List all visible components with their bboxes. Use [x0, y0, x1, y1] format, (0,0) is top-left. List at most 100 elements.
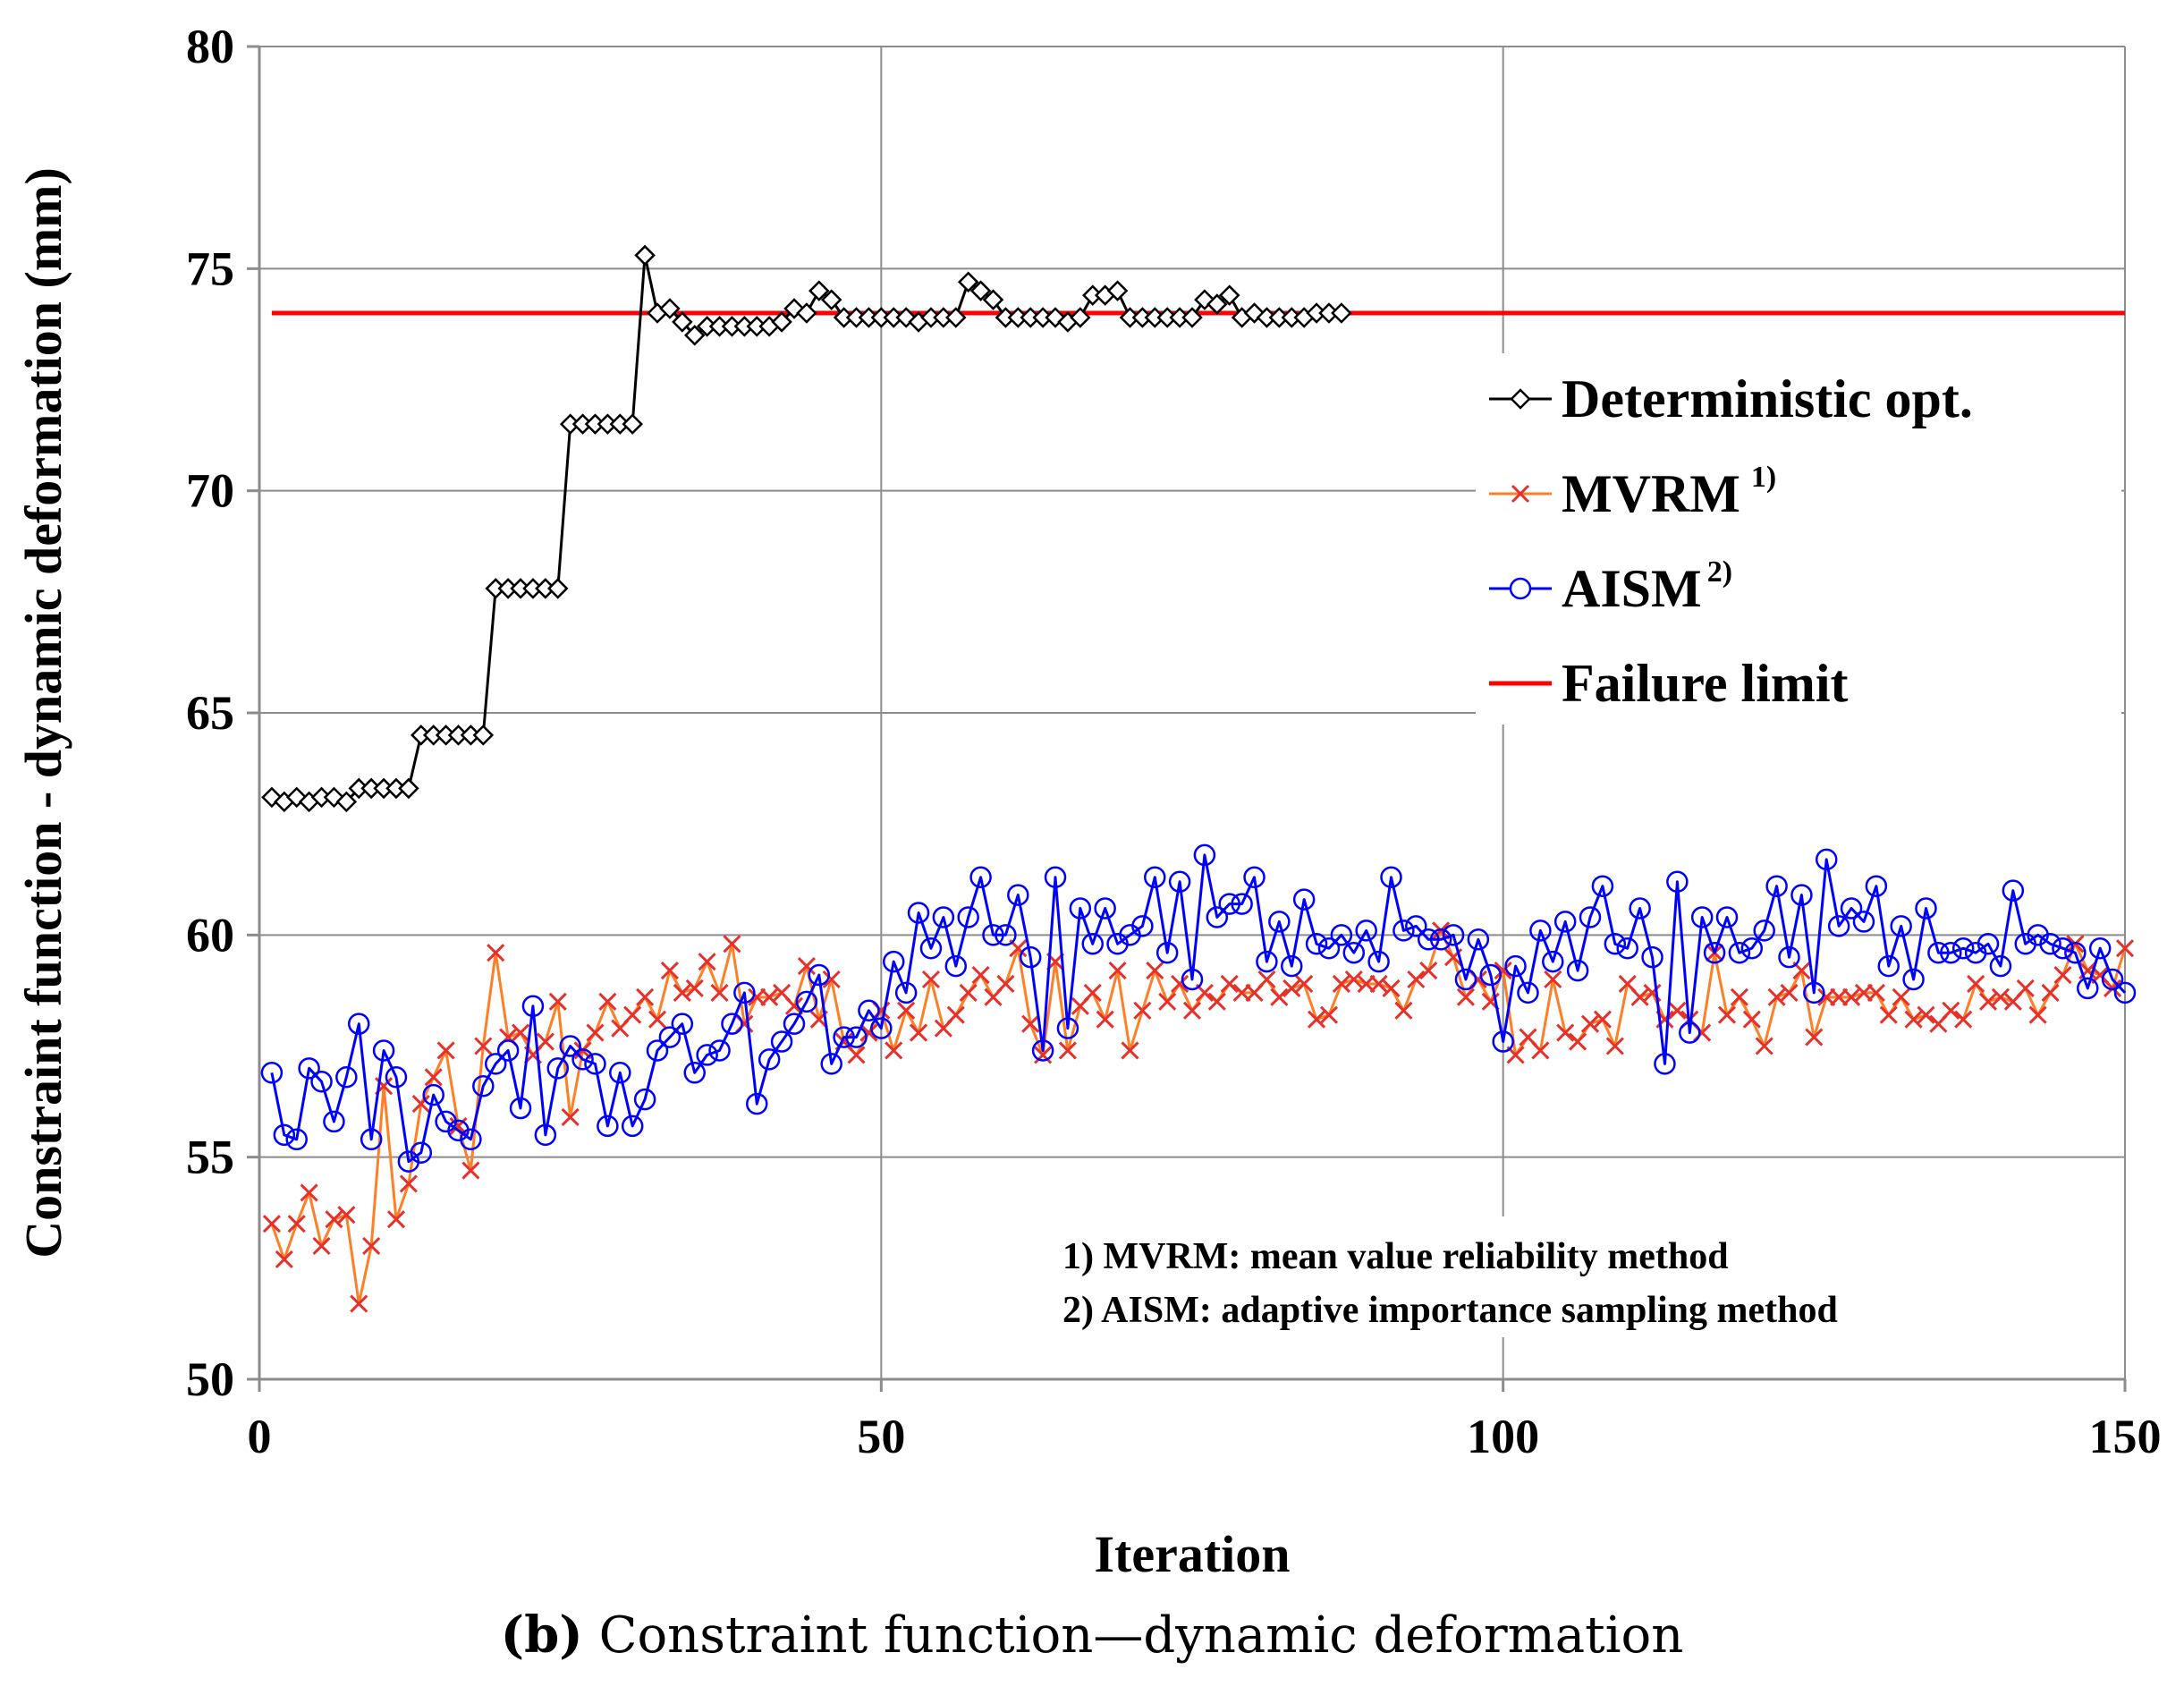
aism-point [1579, 906, 1602, 928]
aism-point [1803, 981, 1825, 1004]
deterministic-point [472, 725, 495, 746]
legend-label-deterministic: Deterministic opt. [1562, 369, 1973, 428]
mvrm-point [1332, 974, 1350, 994]
mvrm-point [1108, 962, 1127, 980]
mvrm-point [586, 1023, 605, 1042]
mvrm-point [399, 1174, 418, 1193]
mvrm-point [1668, 1001, 1687, 1020]
aism-point [1442, 924, 1465, 946]
aism-point [1715, 906, 1739, 928]
aism-point [708, 1039, 731, 1062]
deterministic-point [1218, 284, 1240, 306]
aism-point [733, 981, 756, 1004]
mvrm-point [461, 1161, 480, 1180]
aism-point [621, 1114, 644, 1138]
aism-point [1393, 920, 1415, 942]
deterministic-point [622, 413, 643, 435]
aism-point [1927, 941, 1950, 964]
aism-point [758, 1048, 781, 1071]
deterministic-point [957, 271, 979, 293]
mvrm-point [1282, 979, 1301, 997]
aism-point [1877, 954, 1900, 978]
mvrm-point [946, 1005, 965, 1024]
aism-point [372, 1039, 395, 1062]
aism-point [310, 1070, 333, 1093]
aism-point [509, 1097, 532, 1120]
mvrm-point [287, 1215, 306, 1233]
aism-point [1256, 950, 1278, 973]
aism-point [472, 1074, 495, 1098]
aism-point [2052, 936, 2074, 960]
mvrm-point [325, 1210, 343, 1229]
aism-point [1740, 936, 1764, 960]
aism-point [360, 1128, 383, 1151]
y-axis-title: Constraint function - dynamic deformatio… [14, 167, 72, 1259]
mvrm-point [1083, 983, 1102, 1002]
mvrm-point [784, 996, 804, 1015]
mvrm-point [847, 1046, 866, 1064]
note-mvrm: 1) MVRM: mean value reliability method [1062, 1236, 1729, 1277]
deterministic-point [945, 307, 967, 328]
aism-point [1168, 870, 1191, 893]
legend-label-failure-limit: Failure limit [1562, 654, 1849, 713]
mvrm-point [561, 1107, 580, 1127]
aism-point [546, 1057, 570, 1080]
deterministic-point [634, 244, 656, 267]
aism-point [1641, 945, 1663, 969]
mvrm-point [996, 974, 1015, 994]
deterministic-point [323, 786, 345, 809]
aism-point [1069, 897, 1092, 920]
mvrm-point [1730, 987, 1748, 1006]
aism-point [1454, 968, 1477, 991]
aism-point [1206, 906, 1229, 928]
deterministic-point [335, 791, 358, 813]
aism-point [1852, 911, 1875, 933]
mvrm-point [424, 1068, 443, 1087]
deterministic-point [895, 307, 917, 328]
mvrm-point [2041, 983, 2060, 1002]
aism-point [1094, 897, 1116, 920]
y-tick-label: 60 [186, 908, 234, 962]
aism-point [1367, 950, 1390, 973]
aism-point [559, 1035, 581, 1057]
deterministic-point [659, 298, 681, 319]
aism-point [2113, 981, 2137, 1004]
mvrm-point [1494, 962, 1512, 980]
x-tick-label: 100 [1467, 1410, 1539, 1463]
caption-label: (b) [500, 1606, 583, 1665]
notes-box [1046, 1216, 2111, 1337]
aism-point [534, 1123, 557, 1147]
aism-point [1566, 959, 1589, 982]
mvrm-point [1967, 974, 1985, 994]
aism-point [1268, 911, 1291, 933]
mvrm-point [648, 1010, 667, 1029]
aism-point [2002, 879, 2025, 902]
deterministic-point [1206, 293, 1228, 315]
mvrm-point [1171, 974, 1189, 994]
mvrm-point [1369, 974, 1388, 994]
y-tick-label: 75 [186, 242, 234, 295]
aism-point [571, 1048, 594, 1071]
aism-point [1666, 870, 1689, 893]
aism-point [1342, 941, 1366, 964]
aism-point [1728, 941, 1751, 964]
aism-point [944, 954, 968, 978]
aism-point [1951, 936, 1975, 960]
mvrm-point [1220, 974, 1239, 994]
aism-point [932, 906, 955, 928]
aism-point [285, 1128, 308, 1151]
aism-point [1292, 888, 1316, 911]
deterministic-series [261, 244, 1352, 813]
mvrm-point [1755, 1037, 1773, 1055]
mvrm-point [1308, 1010, 1326, 1029]
aism-point [1467, 928, 1490, 951]
aism-point [1429, 928, 1452, 951]
mvrm-point [1207, 992, 1226, 1011]
mvrm-point [1630, 987, 1649, 1006]
aism-point [1479, 963, 1503, 987]
aism-series [260, 843, 2137, 1173]
mvrm-series [262, 921, 2135, 1313]
deterministic-point [808, 280, 830, 301]
mvrm-point [1456, 987, 1476, 1006]
aism-point [584, 1053, 606, 1075]
